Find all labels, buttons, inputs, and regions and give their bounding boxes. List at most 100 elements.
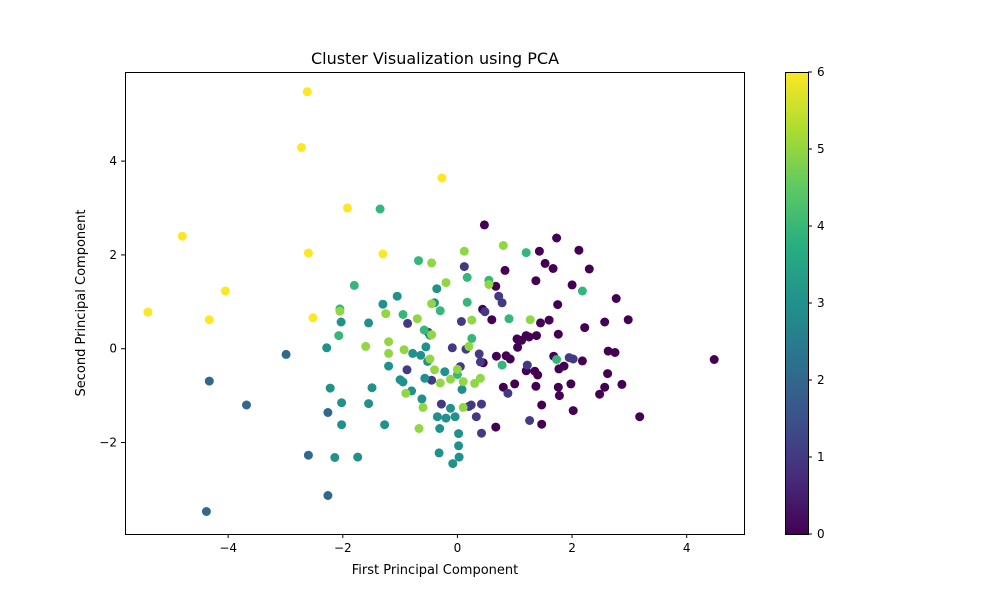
data-point xyxy=(709,355,719,364)
data-point xyxy=(491,422,501,432)
data-point xyxy=(574,245,584,255)
data-point xyxy=(322,343,332,353)
x-tick-label: −2 xyxy=(334,541,352,555)
data-point xyxy=(544,315,554,325)
colorbar-tick-label: 2 xyxy=(817,373,825,387)
data-point xyxy=(349,280,359,290)
data-point xyxy=(452,364,462,374)
data-point xyxy=(532,331,541,341)
data-point xyxy=(454,441,464,451)
data-point xyxy=(479,220,489,230)
colorbar-tick-label: 5 xyxy=(817,142,825,156)
data-point xyxy=(537,400,547,410)
x-tick-label: 0 xyxy=(454,541,462,555)
data-point xyxy=(435,306,445,316)
data-point xyxy=(302,87,312,97)
data-point xyxy=(380,420,390,430)
data-point xyxy=(568,354,578,364)
data-point xyxy=(303,248,313,258)
data-point xyxy=(414,424,424,433)
data-point xyxy=(177,231,187,241)
data-point xyxy=(330,453,340,462)
data-point xyxy=(419,325,429,335)
data-point xyxy=(459,262,469,272)
data-point xyxy=(398,310,408,319)
data-point xyxy=(323,491,333,500)
data-point xyxy=(384,348,394,358)
data-point xyxy=(375,204,385,214)
data-point xyxy=(458,377,468,387)
data-point xyxy=(450,412,460,422)
x-axis-label: First Principal Component xyxy=(352,563,519,578)
data-point xyxy=(611,294,621,303)
data-point xyxy=(462,297,472,307)
data-point xyxy=(457,385,467,394)
data-point xyxy=(475,373,485,383)
data-point xyxy=(603,369,613,379)
data-point xyxy=(477,399,486,409)
data-point xyxy=(623,315,633,325)
plot-frame xyxy=(125,72,745,535)
data-point xyxy=(553,382,563,392)
y-axis: −2 0 2 4 xyxy=(99,154,125,450)
data-point xyxy=(337,398,347,408)
data-point xyxy=(437,173,447,183)
data-point xyxy=(440,367,450,377)
y-axis-label: Second Principal Component xyxy=(74,210,89,397)
data-point xyxy=(417,394,427,404)
data-point xyxy=(600,382,610,392)
data-point xyxy=(467,315,477,325)
x-tick-label: 2 xyxy=(568,541,576,555)
data-point xyxy=(364,318,374,328)
data-point xyxy=(522,360,532,370)
data-point xyxy=(323,408,333,417)
data-point xyxy=(401,388,411,398)
data-point xyxy=(403,318,413,328)
data-point xyxy=(504,314,514,324)
data-point xyxy=(635,412,645,422)
data-point xyxy=(567,280,577,290)
data-point xyxy=(392,291,402,301)
data-point xyxy=(446,374,455,384)
data-point xyxy=(367,383,377,393)
data-point xyxy=(427,330,437,340)
data-point xyxy=(421,342,431,352)
data-point xyxy=(420,373,430,383)
colorbar-axis: 0 1 2 3 4 5 6 xyxy=(808,65,825,541)
data-point xyxy=(381,309,391,319)
data-point xyxy=(540,258,550,268)
data-point xyxy=(204,315,214,325)
x-tick-label: 4 xyxy=(683,541,691,555)
data-point xyxy=(454,452,464,462)
data-point xyxy=(533,370,543,380)
data-point xyxy=(510,379,520,389)
colorbar-tick-label: 3 xyxy=(817,296,825,310)
data-point xyxy=(521,248,531,258)
data-point xyxy=(412,314,422,324)
data-point xyxy=(552,233,562,243)
data-point xyxy=(448,459,458,469)
data-point xyxy=(497,360,507,370)
data-point xyxy=(364,399,374,409)
data-point xyxy=(334,331,344,341)
data-point xyxy=(402,365,412,375)
data-point xyxy=(325,383,335,393)
data-point xyxy=(554,364,564,374)
y-tick-label: −2 xyxy=(99,436,117,450)
data-point xyxy=(498,382,508,392)
data-point xyxy=(610,348,620,357)
data-point xyxy=(342,203,352,213)
data-point xyxy=(531,276,541,286)
data-point xyxy=(552,355,562,364)
data-point xyxy=(498,241,508,250)
data-point xyxy=(584,264,594,274)
data-point xyxy=(384,361,394,371)
data-point xyxy=(427,258,437,268)
data-point xyxy=(500,265,510,275)
data-point xyxy=(242,400,251,410)
colorbar-tick-label: 4 xyxy=(817,219,825,233)
data-point xyxy=(513,342,523,352)
data-point xyxy=(503,388,513,398)
data-point xyxy=(353,452,363,462)
